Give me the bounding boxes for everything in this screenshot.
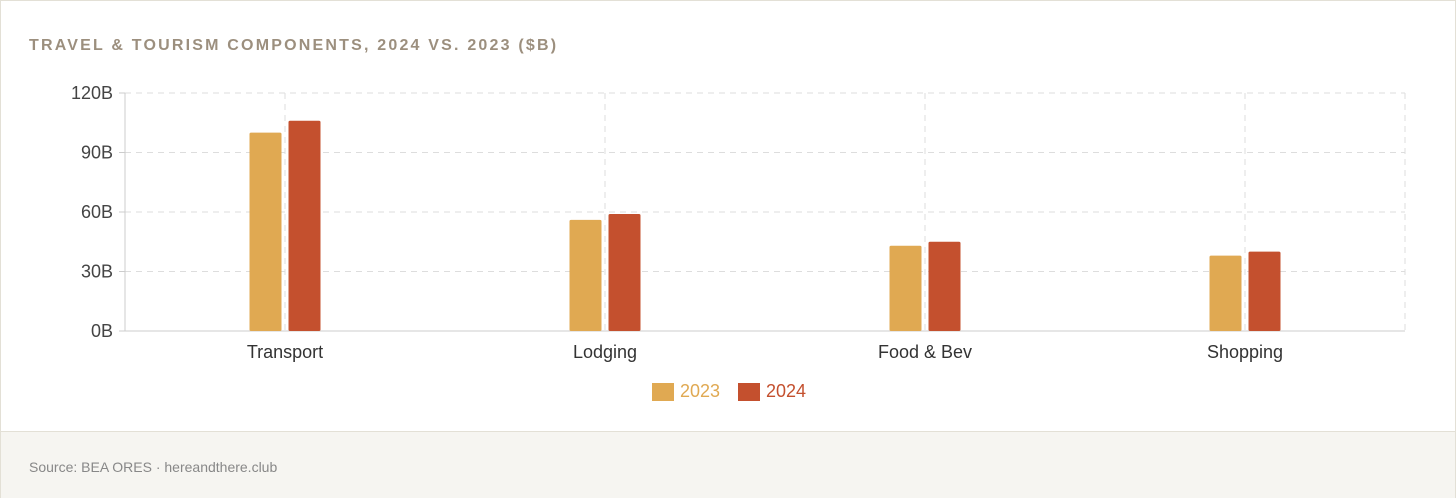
- y-tick-label: 120B: [71, 83, 113, 103]
- bar-2023-lodging: [569, 219, 602, 331]
- x-tick-label: Transport: [247, 342, 323, 362]
- legend-label: 2023: [679, 381, 720, 401]
- bar-2023-transport: [249, 132, 282, 331]
- axes: [119, 92, 1405, 332]
- bar-2023-shopping: [1209, 255, 1242, 331]
- legend-item: 2024: [738, 381, 806, 402]
- x-tick-label: Lodging: [573, 342, 637, 362]
- x-tick-label: Food & Bev: [878, 342, 972, 362]
- y-tick-label: 30B: [81, 262, 113, 282]
- grid-lines: [125, 92, 1406, 331]
- bar-2023-food-bev: [889, 245, 922, 331]
- y-tick-label: 90B: [81, 143, 113, 163]
- legend-swatch: [738, 382, 760, 401]
- bar-2024-food-bev: [928, 241, 961, 331]
- legend-label: 2024: [766, 381, 807, 401]
- y-tick-label: 60B: [81, 202, 113, 222]
- y-tick-label: 0B: [91, 321, 113, 341]
- source-note: Source: BEA ORES · hereandthere.club: [29, 459, 278, 475]
- tick-labels: 0B 30B 60B 90B 120B Transport Lodging Food & Be…: [71, 83, 1283, 362]
- chart-title: TRAVEL & TOURISM COMPONENTS, 2024 VS. 20…: [29, 37, 559, 54]
- legend: 2023 2024: [1, 381, 1456, 402]
- legend-swatch: [651, 382, 674, 401]
- bar-2024-transport: [288, 120, 321, 332]
- bar-2024-lodging: [608, 213, 641, 331]
- bar-2024-shopping: [1248, 251, 1281, 331]
- legend-item: 2023: [651, 381, 720, 402]
- x-tick-label: Shopping: [1207, 342, 1283, 362]
- footer: Source: BEA ORES · hereandthere.club: [1, 431, 1455, 498]
- bars: [249, 120, 1281, 332]
- bar-chart: 0B 30B 60B 90B 120B Transport Lodging Food & Be…: [71, 83, 1406, 362]
